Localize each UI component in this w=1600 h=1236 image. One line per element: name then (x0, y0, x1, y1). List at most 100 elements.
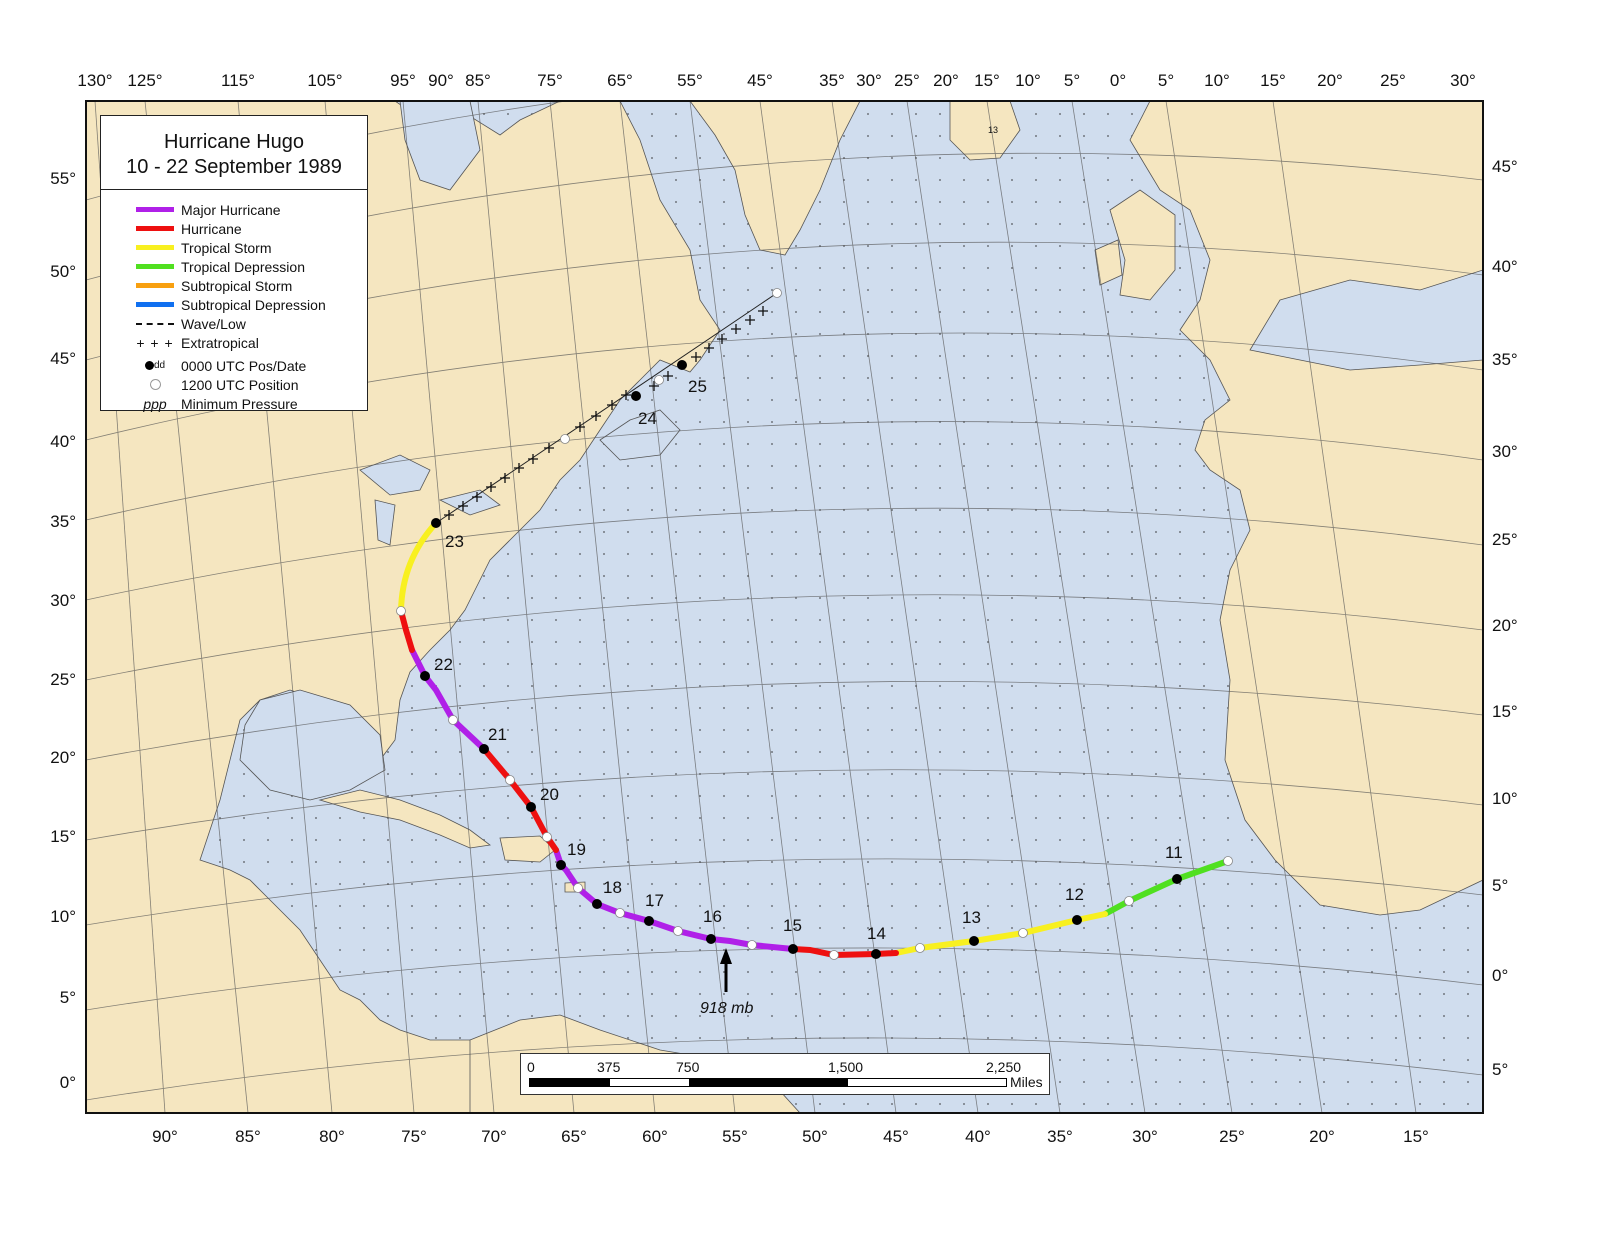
subtropical-depression-swatch-icon (136, 302, 174, 307)
axis-tick-label: 20° (50, 748, 76, 767)
axis-tick-label: 35° (50, 512, 76, 531)
legend-label: Subtropical Storm (181, 277, 293, 294)
legend-item-major-hurricane: Major Hurricane (101, 200, 367, 219)
legend-label: 0000 UTC Pos/Date (181, 357, 307, 374)
plus-line-icon: + + + (136, 334, 174, 351)
legend-item-subtropical-depression: Subtropical Depression (101, 295, 367, 314)
day-label: 25 (688, 377, 707, 396)
axis-tick-label: 130° (77, 71, 112, 90)
track-major-hurricane-segment-south (553, 847, 796, 952)
axis-tick-label: 60° (642, 1127, 668, 1146)
axis-tick-label: 35° (1492, 350, 1518, 369)
track-major-hurricane-segment-north (409, 647, 487, 752)
axis-tick-label: 50° (50, 262, 76, 281)
axis-tick-label: 45° (1492, 157, 1518, 176)
axis-tick-label: 30° (1132, 1127, 1158, 1146)
legend-label: Tropical Storm (181, 239, 272, 256)
axis-tick-label: 5° (60, 988, 76, 1007)
major-hurricane-swatch-icon (136, 207, 174, 212)
extratropical-track (435, 292, 778, 524)
axis-tick-label: 10° (1015, 71, 1041, 90)
axis-tick-label: 55° (722, 1127, 748, 1146)
scale-tick-label: 750 (676, 1059, 700, 1075)
date-superscript: dd (153, 360, 166, 371)
hurricane-swatch-icon (136, 226, 174, 231)
top-longitude-axis: 130° 125° 115° 105° 95° 90° 85° 75° 65° … (77, 71, 1475, 90)
left-latitude-axis: 55° 50° 45° 40° 35° 30° 25° 20° 15° 10° … (50, 169, 76, 1092)
cuba-land (318, 789, 492, 849)
axis-tick-label: 15° (1492, 702, 1518, 721)
pressure-symbol-icon: ppp (143, 395, 167, 412)
axis-tick-label: 5° (1158, 71, 1174, 90)
scale-bar-track (529, 1078, 1007, 1087)
axis-tick-label: 45° (883, 1127, 909, 1146)
axis-tick-label: 5° (1064, 71, 1080, 90)
scale-tick-label: 375 (597, 1059, 621, 1075)
legend-label: 1200 UTC Position (181, 376, 299, 393)
day-label: 19 (567, 840, 586, 859)
axis-tick-label: 30° (1450, 71, 1476, 90)
subtropical-storm-swatch-icon (136, 283, 174, 288)
axis-tick-label: 0° (1110, 71, 1126, 90)
axis-tick-label: 40° (1492, 257, 1518, 276)
greenland-land (689, 101, 861, 256)
legend-items: Major Hurricane Hurricane Tropical Storm… (101, 190, 367, 413)
hudson-bay (399, 101, 481, 191)
axis-tick-label: 40° (50, 432, 76, 451)
title-storm-name: Hurricane Hugo (163, 131, 305, 153)
axis-tick-label: 55° (677, 71, 703, 90)
axis-tick-label: 65° (561, 1127, 587, 1146)
hispaniola-land (499, 835, 556, 863)
axis-tick-label: 35° (1047, 1127, 1073, 1146)
axis-tick-label: 20° (933, 71, 959, 90)
axis-tick-label: 70° (481, 1127, 507, 1146)
ireland-land (1094, 239, 1123, 286)
legend-label: Wave/Low (181, 315, 246, 332)
gulf-of-st-lawrence (599, 409, 681, 461)
axis-tick-label: 0° (60, 1073, 76, 1092)
map-title: Hurricane Hugo 10 - 22 September 1989 (101, 116, 367, 190)
title-date-range: 10 - 22 September 1989 (126, 156, 342, 178)
map-frame (85, 100, 1484, 1114)
legend-item-tropical-depression: Tropical Depression (101, 257, 367, 276)
tropical-depression-swatch-icon (136, 264, 174, 269)
scale-tick-label: 0 (527, 1059, 535, 1075)
day-label: 17 (645, 891, 664, 910)
day-label: 13 (962, 908, 981, 927)
day-label: 15 (783, 916, 802, 935)
axis-tick-label: 90° (152, 1127, 178, 1146)
axis-tick-label: 90° (428, 71, 454, 90)
extratropical-plus-markers (444, 306, 768, 520)
legend-label: Major Hurricane (181, 201, 281, 218)
legend-item-wave-low: Wave/Low (101, 314, 367, 333)
axis-tick-label: 10° (1204, 71, 1230, 90)
axis-tick-label: 125° (127, 71, 162, 90)
right-latitude-axis: 45° 40° 35° 30° 25° 20° 15° 10° 5° 0° 5° (1492, 157, 1518, 1079)
axis-tick-label: 20° (1309, 1127, 1335, 1146)
day-label: 18 (603, 878, 622, 897)
axis-tick-label: 0° (1492, 966, 1508, 985)
track-tropical-storm-segment-inland (398, 520, 439, 614)
legend-item-min-pressure: ppp Minimum Pressure (101, 394, 367, 413)
legend-label: Subtropical Depression (181, 296, 326, 313)
tropical-storm-swatch-icon (136, 245, 174, 250)
day-label: 24 (638, 409, 657, 428)
legend-label: Extratropical (181, 334, 259, 351)
axis-tick-label: 20° (1317, 71, 1343, 90)
utc1200-markers (396, 288, 1233, 960)
track-hurricane-segment-north (398, 608, 415, 653)
legend-item-1200-utc: 1200 UTC Position (101, 375, 367, 394)
legend-label: Hurricane (181, 220, 242, 237)
dashed-line-icon (136, 322, 174, 325)
mediterranean-sea (1249, 269, 1483, 371)
axis-tick-label: 45° (747, 71, 773, 90)
legend-label: Minimum Pressure (181, 395, 298, 412)
bottom-longitude-axis: 90° 85° 80° 75° 70° 65° 60° 55° 50° 45° … (152, 1127, 1429, 1146)
minimum-pressure-label: 918 mb (700, 1000, 754, 1017)
axis-tick-label: 5° (1492, 876, 1508, 895)
axis-tick-label: 30° (1492, 442, 1518, 461)
iceland-land (949, 101, 1021, 161)
axis-tick-label: 75° (401, 1127, 427, 1146)
axis-tick-label: 115° (221, 71, 255, 90)
day-label: 22 (434, 655, 453, 674)
